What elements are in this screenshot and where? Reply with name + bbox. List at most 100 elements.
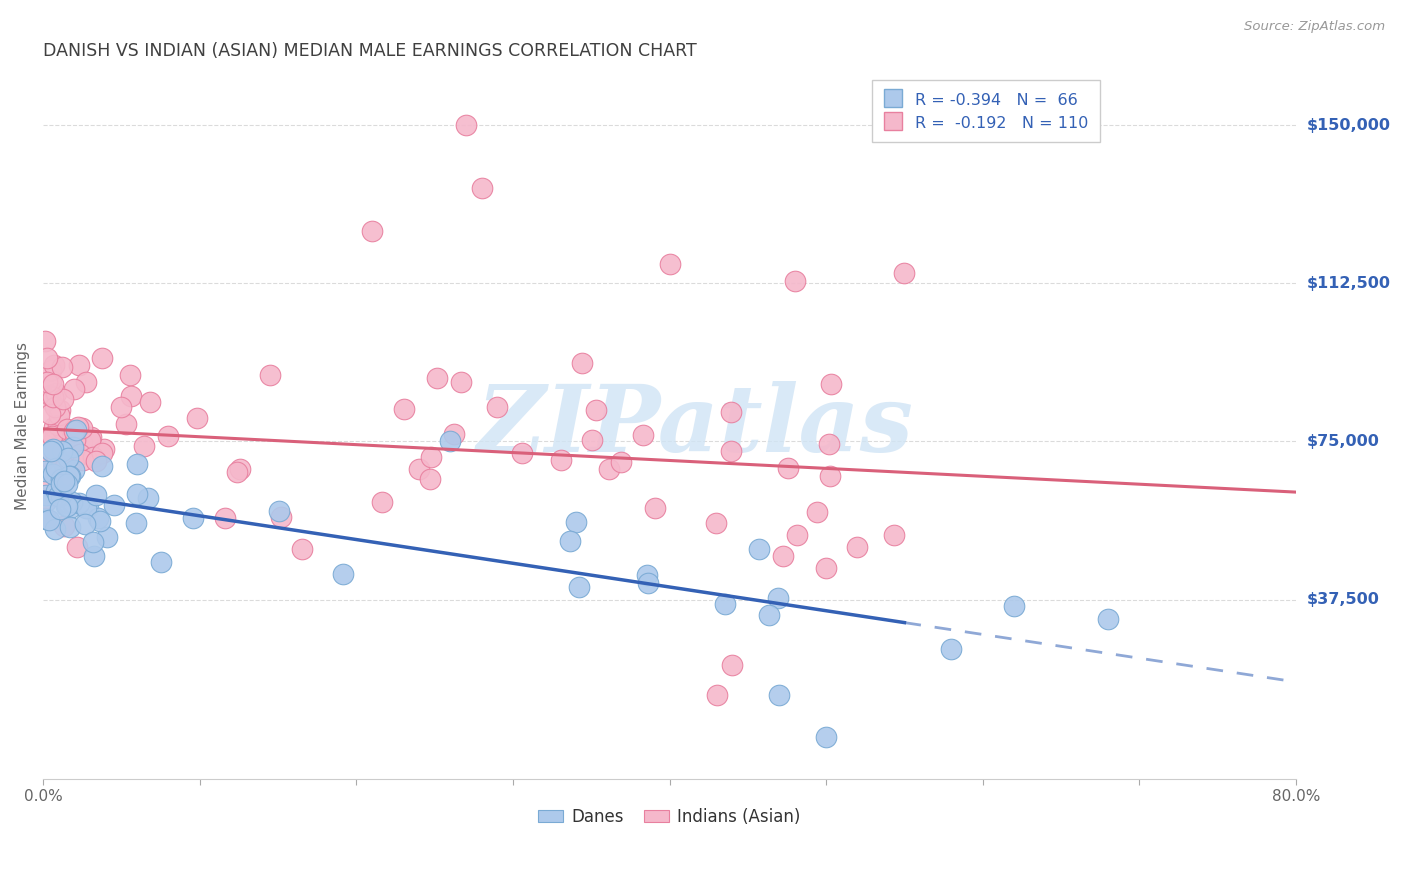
Point (56, 477, 79, 491)
Point (471, 181, 494, 195)
Point (80, 430, 103, 444)
Point (34, 511, 56, 525)
Point (59, 500, 82, 515)
Point (181, 510, 204, 524)
Point (820, 376, 842, 391)
Point (806, 505, 828, 519)
Point (35, 449, 58, 463)
Point (45, 448, 67, 462)
Point (783, 274, 806, 288)
Point (846, 540, 869, 554)
Point (454, 118, 477, 132)
Point (49, 488, 72, 502)
Point (44, 432, 66, 446)
Point (720, 443, 742, 458)
Point (815, 730, 838, 744)
Point (93, 442, 115, 457)
Point (259, 368, 281, 383)
Point (139, 395, 162, 409)
Point (46, 417, 69, 432)
Point (63, 382, 86, 396)
Point (42, 390, 65, 404)
Point (35, 434, 58, 448)
Point (63, 453, 86, 467)
Point (34, 451, 56, 466)
Point (361, 224, 384, 238)
Point (82, 535, 104, 549)
Y-axis label: Median Male Earnings: Median Male Earnings (15, 342, 30, 509)
Point (51, 359, 73, 374)
Point (53, 459, 76, 474)
Point (70, 421, 93, 435)
Point (419, 450, 441, 465)
Point (48, 402, 70, 417)
Point (91, 351, 114, 365)
Point (63, 433, 86, 447)
Point (581, 433, 603, 447)
Point (56, 450, 79, 465)
Point (44, 401, 66, 415)
Point (229, 462, 252, 476)
Point (42, 376, 65, 391)
Point (585, 402, 607, 417)
Point (149, 555, 172, 569)
Point (426, 371, 449, 385)
Point (39, 444, 62, 458)
Point (115, 417, 138, 431)
Point (636, 567, 658, 582)
Point (706, 688, 728, 702)
Point (883, 528, 905, 542)
Point (42, 420, 65, 434)
Point (560, 533, 582, 548)
Point (815, 561, 838, 575)
Point (39, 363, 62, 377)
Point (564, 515, 586, 529)
Point (568, 580, 591, 594)
Point (66, 540, 89, 554)
Point (136, 491, 159, 505)
Text: $75,000: $75,000 (1308, 434, 1379, 449)
Point (110, 401, 132, 415)
Point (125, 516, 148, 530)
Point (62, 440, 84, 454)
Point (34, 492, 56, 507)
Point (52, 392, 75, 407)
Point (714, 597, 737, 611)
Point (72, 452, 94, 467)
Point (443, 426, 465, 441)
Point (46, 489, 69, 503)
Point (42, 467, 65, 482)
Point (35, 351, 58, 366)
Point (75, 375, 97, 389)
Point (392, 401, 415, 416)
Point (86, 510, 108, 524)
Point (67, 420, 90, 434)
Point (658, 257, 681, 271)
Point (44, 358, 66, 372)
Point (48, 475, 70, 490)
Point (118, 368, 141, 383)
Point (91, 458, 114, 473)
Point (748, 541, 770, 556)
Point (38, 449, 60, 463)
Point (941, 641, 963, 656)
Text: ZIPatlas: ZIPatlas (477, 381, 912, 471)
Point (75, 516, 97, 531)
Point (49, 482, 72, 496)
Point (37, 392, 59, 406)
Point (55, 500, 77, 514)
Point (758, 607, 780, 622)
Point (77, 431, 100, 445)
Point (631, 428, 654, 442)
Point (39, 373, 62, 387)
Point (157, 429, 180, 443)
Point (41, 442, 63, 457)
Point (59, 520, 82, 534)
Point (51, 472, 73, 486)
Point (644, 500, 666, 515)
Point (52, 519, 75, 533)
Point (90, 446, 112, 460)
Point (70, 434, 93, 449)
Point (39, 407, 62, 421)
Point (45, 483, 67, 498)
